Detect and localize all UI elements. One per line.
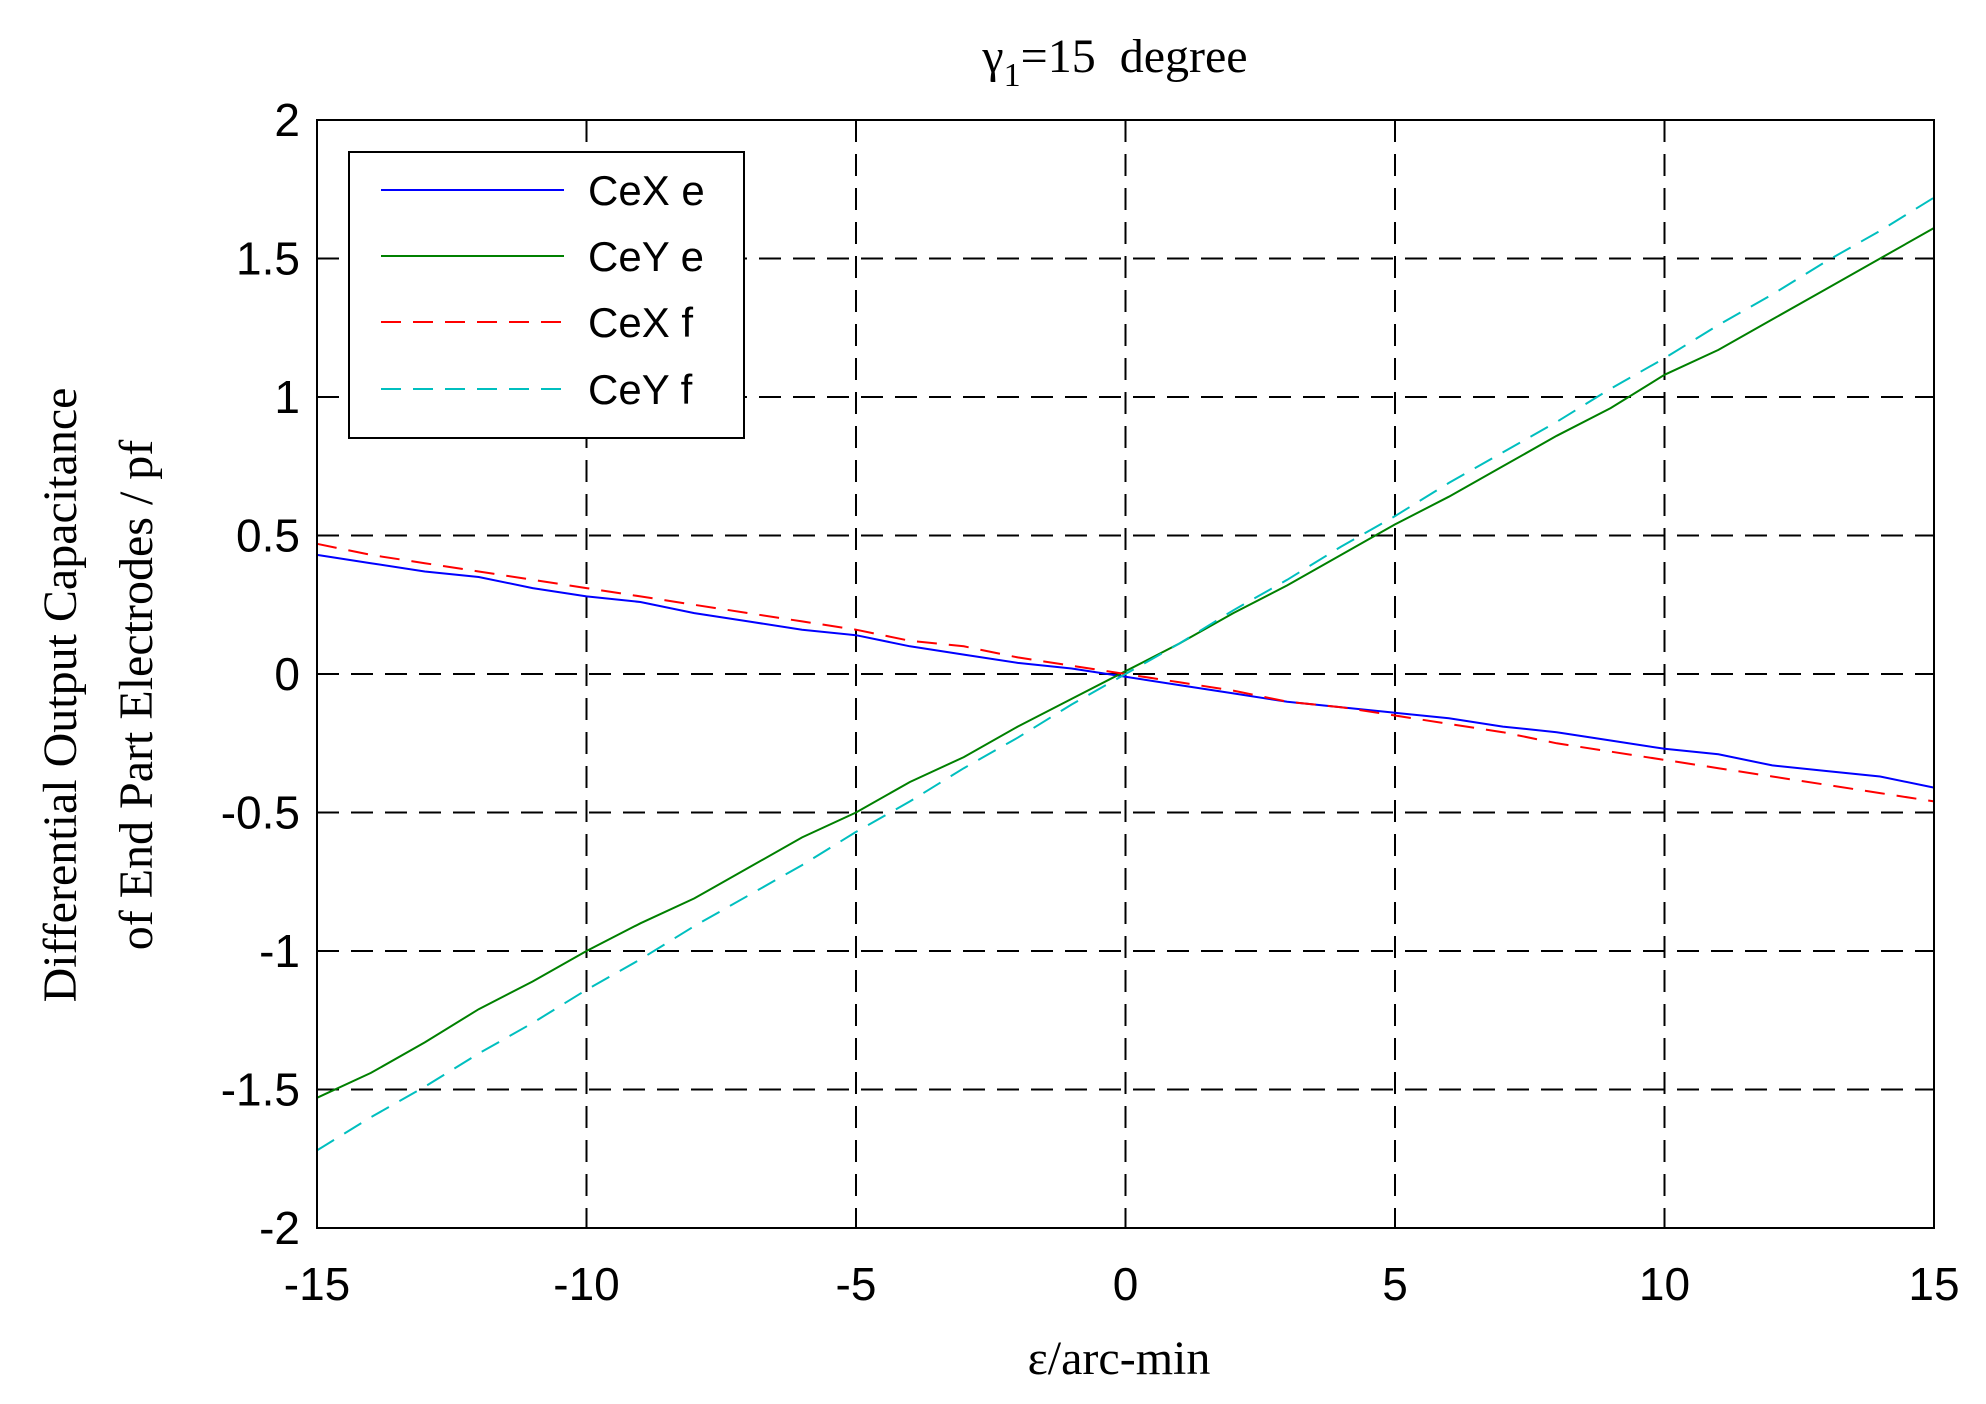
legend-label: CeX f [588,299,693,346]
legend: CeX e CeY e CeX f CeY f [348,151,745,439]
series-line-cex-e [316,553,1935,789]
x-tick-label: 15 [1908,1258,1959,1310]
legend-label: CeY e [588,233,704,280]
y-tick-label: 0 [274,648,300,700]
title-subscript: 1 [1004,57,1021,94]
legend-label: CeX e [588,167,705,214]
y-axis-label: Differential Output Capacitance of End P… [34,388,163,1003]
series-group [316,196,1935,1152]
series-line-cey-f [316,196,1935,1152]
y-tick-label: -0.5 [221,787,300,839]
y-axis-label-line1: Differential Output Capacitance [34,388,87,1003]
y-tick-label: 2 [274,94,300,146]
x-tick-label: 0 [1113,1258,1139,1310]
y-tick-label: 1 [274,371,300,423]
x-tick-label: -15 [284,1258,350,1310]
legend-label: CeY f [588,366,693,413]
x-tick-label: -5 [836,1258,877,1310]
y-tick-label: -1.5 [221,1064,300,1116]
y-tick-label: -1 [259,925,300,977]
chart-title: γ1=15 degree [981,30,1247,94]
series-line-cey-e [316,227,1935,1099]
y-tick-label: 1.5 [236,233,300,285]
y-tick-label: -2 [259,1202,300,1254]
x-tick-label: 10 [1639,1258,1690,1310]
x-axis-label: ε/arc-min [1028,1332,1211,1385]
x-tick-label: -10 [553,1258,619,1310]
x-tick-label: 5 [1382,1258,1408,1310]
y-tick-label: 0.5 [236,510,300,562]
y-axis-label-line2: of End Part Electrodes / pf [110,440,163,951]
title-symbol: γ [981,30,1003,83]
axis-ticks: -15 -10 -5 0 5 10 15 2 1.5 1 0.5 0 -0.5 -1 -1.5 -2 [221,94,1960,1310]
title-rest: =15 degree [1021,30,1248,83]
legend-box [348,151,745,439]
